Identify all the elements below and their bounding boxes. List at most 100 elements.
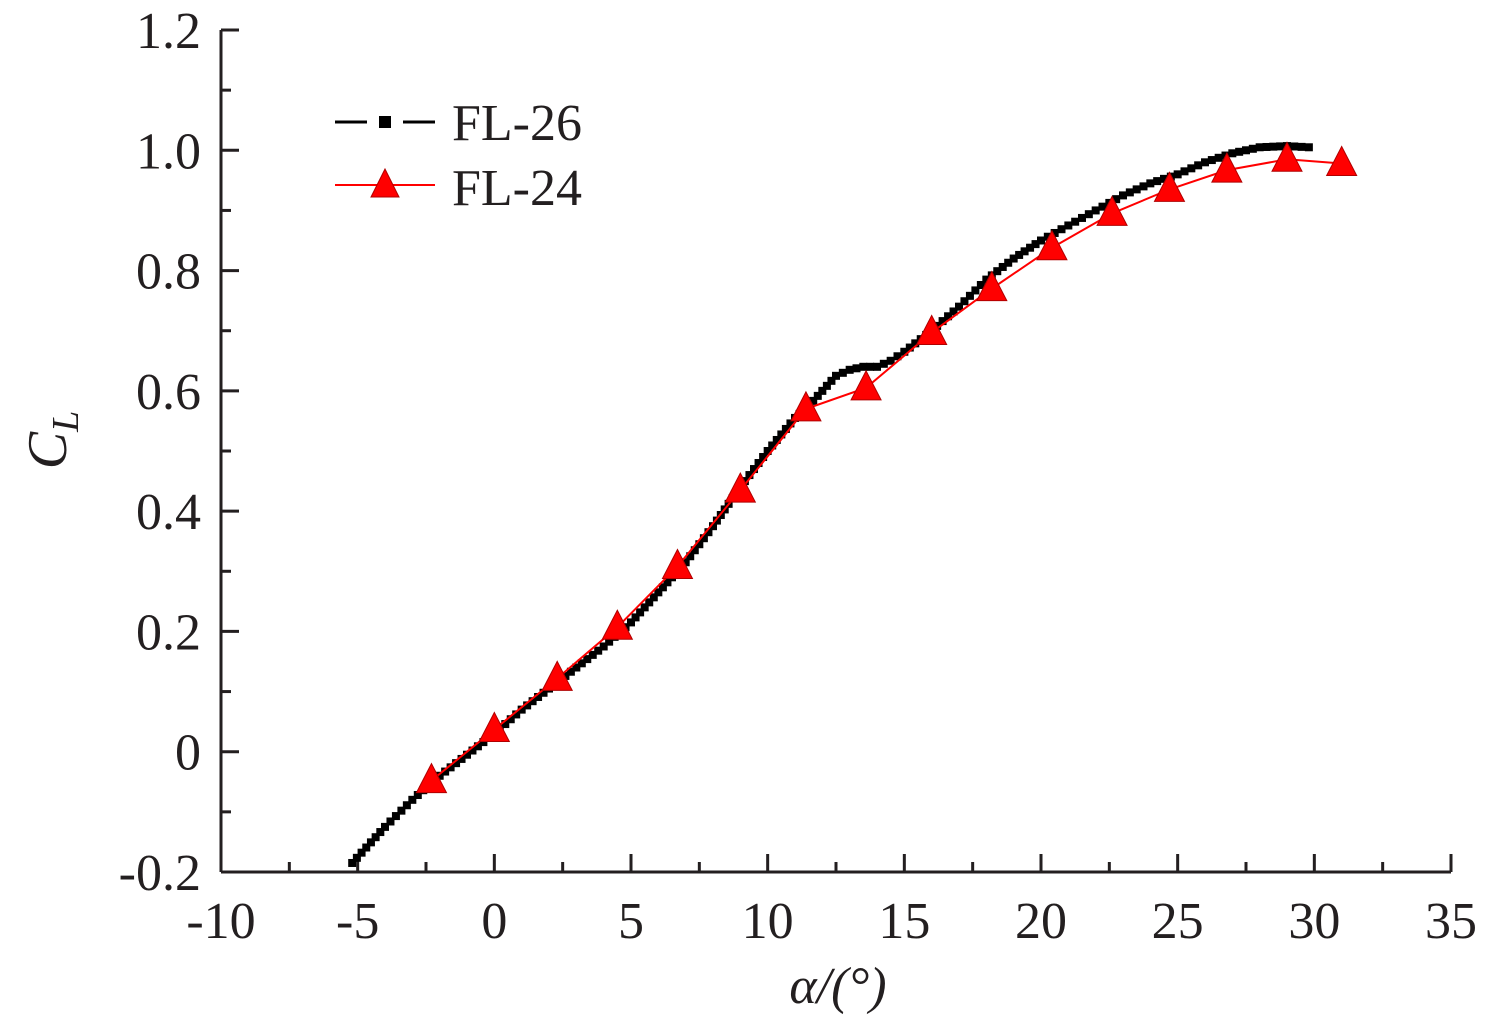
fl26-point xyxy=(1180,167,1189,176)
legend-label-fl24: FL-24 xyxy=(452,160,582,217)
fl26-point xyxy=(473,742,482,751)
fl26-point xyxy=(588,650,597,659)
fl26-point xyxy=(1026,243,1035,252)
fl26-point xyxy=(366,838,375,847)
fl26-point xyxy=(381,822,389,831)
fl26-point xyxy=(759,453,768,462)
fl26-point xyxy=(352,853,361,862)
fl26-point xyxy=(905,343,914,352)
fl26-point xyxy=(528,697,537,706)
fl26-point xyxy=(1015,250,1024,259)
fl26-point xyxy=(944,312,953,321)
y-tick-label: 1.0 xyxy=(136,123,201,180)
fl26-point xyxy=(745,471,754,480)
fl26-point xyxy=(583,655,592,664)
fl26-point xyxy=(690,546,699,555)
axes: -0.2 0 0.2 0.4 0.6 0.8 1.0 1.2 -10 -5 0 5 10 15 20 25 30… xyxy=(119,3,1477,950)
y-tick-label: 0.4 xyxy=(136,484,201,541)
fl26-point xyxy=(566,667,575,676)
fl26-point xyxy=(976,281,985,290)
fl26-point xyxy=(645,598,654,607)
fl26-point xyxy=(809,396,818,405)
x-tick-label: 10 xyxy=(742,893,794,950)
fl24-point xyxy=(975,270,1008,302)
fl26-point xyxy=(1160,174,1168,183)
fl24-point xyxy=(1096,195,1128,226)
fl24-point xyxy=(661,548,694,579)
fl26-point xyxy=(1043,232,1052,241)
fl26-point xyxy=(391,812,400,821)
fl26-point xyxy=(838,368,847,377)
fl26-point xyxy=(704,528,713,537)
fl24-point xyxy=(1211,152,1243,183)
fl26-point xyxy=(636,608,645,617)
fl26-point xyxy=(993,267,1002,276)
fl24-point xyxy=(1325,145,1358,177)
series-fl26-line xyxy=(351,144,1309,864)
x-tick-label: 35 xyxy=(1425,893,1477,950)
fl26-point xyxy=(1119,191,1127,200)
fl26-point xyxy=(813,391,822,400)
fl26-point xyxy=(955,302,963,311)
fl26-point xyxy=(376,828,385,837)
fl26-point xyxy=(501,720,510,729)
x-tick-label: 0 xyxy=(481,893,507,950)
fl26-point xyxy=(446,763,455,772)
fl26-point xyxy=(463,750,471,759)
fl26-point xyxy=(640,603,649,612)
fl26-point xyxy=(681,558,690,567)
fl26-point xyxy=(663,578,672,587)
fl26-point xyxy=(1139,182,1148,191)
fl26-point xyxy=(1290,142,1299,151)
fl26-point xyxy=(1078,213,1086,222)
fl26-point xyxy=(866,362,875,371)
fl26-point xyxy=(1214,153,1223,162)
legend-label-fl26: FL-26 xyxy=(452,95,582,152)
fl24-point xyxy=(478,711,511,742)
fl26-point xyxy=(561,671,570,680)
fl26-point xyxy=(998,262,1007,271)
fl26-point xyxy=(754,459,763,468)
fl26-point xyxy=(873,362,881,371)
fl26-point xyxy=(441,767,450,776)
fl26-point xyxy=(362,843,371,852)
fl26-point xyxy=(402,801,411,810)
fl26-point xyxy=(413,791,422,800)
y-tick-label: 1.2 xyxy=(136,3,201,60)
fl26-point xyxy=(1269,142,1278,151)
fl26-point xyxy=(772,435,781,444)
fl26-point xyxy=(852,364,861,373)
fl26-point xyxy=(468,746,477,755)
fl26-point xyxy=(886,356,895,365)
y-axis-title: CL xyxy=(17,411,87,470)
fl26-point xyxy=(1255,143,1264,152)
fl26-point xyxy=(572,663,581,672)
fl26-point xyxy=(1276,142,1285,151)
fl26-point xyxy=(457,754,466,763)
fl26-point xyxy=(1153,177,1162,186)
fl26-point xyxy=(435,771,444,780)
fl26-point xyxy=(1057,225,1066,234)
fl26-point xyxy=(1297,142,1306,151)
fl26-point xyxy=(386,817,395,826)
fl26-point xyxy=(965,291,974,300)
fl26-point xyxy=(348,858,357,867)
fl26-point xyxy=(517,705,526,714)
legend: FL-26 FL-24 xyxy=(335,95,582,217)
fl26-point xyxy=(1207,156,1216,165)
fl26-point xyxy=(605,637,614,646)
fl26-point xyxy=(1020,247,1029,256)
series-layer xyxy=(348,141,1358,867)
fl24-point xyxy=(1271,141,1303,172)
fl26-point xyxy=(1050,228,1059,237)
series-fl26 xyxy=(348,142,1313,867)
fl24-point xyxy=(1036,229,1068,261)
fl26-point xyxy=(1132,185,1141,194)
fl26-point xyxy=(1037,236,1045,245)
fl26-point xyxy=(594,646,603,655)
fl26-point xyxy=(949,307,958,316)
fl26-point xyxy=(1031,240,1040,249)
svg-text:CL: CL xyxy=(17,411,87,470)
fl26-point xyxy=(1125,188,1134,197)
